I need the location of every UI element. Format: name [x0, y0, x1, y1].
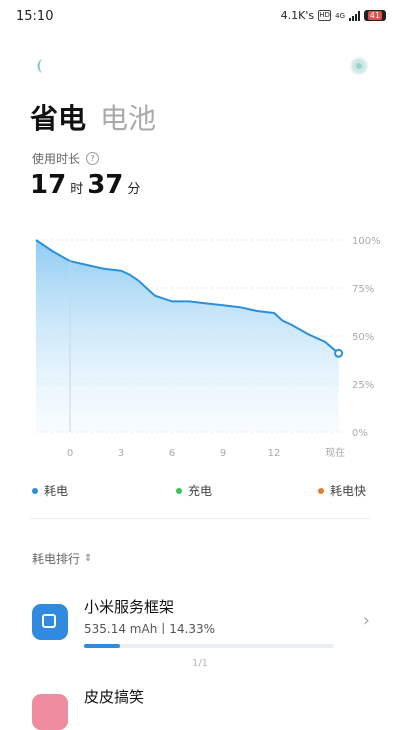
app-icon-pipi [32, 694, 68, 730]
legend-label: 耗电快 [330, 484, 367, 498]
y-tick-label: 0% [352, 428, 368, 439]
usage-minutes-unit: 分 [127, 182, 141, 197]
back-icon[interactable] [30, 57, 48, 75]
x-tick-label: 现在 [325, 447, 345, 459]
tab-power-saving[interactable]: 省电 [30, 102, 87, 135]
page-indicator: 1/1 [191, 658, 209, 669]
header-tabs: 省电 电池 [30, 97, 156, 137]
battery-icon: 41 [364, 10, 386, 21]
usage-value: 17 时 37 分 [30, 170, 140, 200]
sort-icon[interactable]: ⇕ [84, 553, 93, 564]
network-speed: 4.1K's [280, 9, 315, 22]
signal-icon [349, 10, 360, 21]
x-tick-label: 3 [118, 448, 124, 459]
legend-discharge: 耗电 [32, 482, 68, 499]
divider [30, 518, 370, 519]
settings-icon[interactable] [350, 57, 368, 75]
x-tick-label: 12 [268, 448, 281, 459]
app-stats: 535.14 mAh丨14.33% [84, 622, 216, 636]
status-icons: 4.1K's HD 4G 41 [281, 9, 386, 22]
x-tick-label: 0 [67, 448, 73, 459]
network-type: 4G [335, 11, 345, 20]
tab-battery[interactable]: 电池 [100, 102, 157, 135]
status-bar: 15:10 4.1K's HD 4G 41 [0, 0, 400, 34]
legend-charge: 充电 [176, 482, 212, 499]
chart-area [36, 240, 339, 432]
help-icon[interactable]: ? [86, 152, 100, 165]
legend-dot [32, 487, 38, 494]
legend-label: 充电 [188, 484, 213, 498]
y-tick-label: 25% [352, 380, 374, 391]
x-tick-label: 9 [220, 448, 226, 459]
chart-line [35, 239, 340, 355]
ranking-title[interactable]: 耗电排行 ⇕ [32, 550, 92, 567]
usage-hours: 17 [30, 170, 67, 200]
y-tick-label: 100% [352, 236, 381, 247]
sim-icon: HD [318, 10, 332, 21]
app-icon-mi-service [32, 604, 68, 640]
y-tick-label: 50% [352, 332, 374, 343]
usage-label-text: 使用时长 [32, 152, 81, 166]
y-tick-label: 75% [352, 284, 374, 295]
chart-endpoint [334, 348, 344, 358]
usage-bar-fill [84, 644, 120, 648]
chevron-right-icon: › [362, 610, 370, 631]
chart-legend: 耗电 充电 耗电快 [0, 482, 400, 498]
legend-dot [176, 487, 182, 494]
usage-minutes: 37 [87, 170, 124, 200]
legend-dot [318, 487, 324, 494]
legend-label: 耗电 [44, 484, 69, 498]
ranking-title-text: 耗电排行 [32, 552, 81, 566]
usage-bar [84, 644, 334, 648]
battery-level: 41 [367, 11, 383, 20]
legend-fast-drain: 耗电快 [318, 482, 366, 499]
battery-chart: 100% 75% 50% 25% 0% 0 3 6 9 12 现在 [35, 236, 381, 459]
app-name: 小米服务框架 [84, 598, 175, 616]
status-time: 15:10 [16, 9, 54, 24]
app-name: 皮皮搞笑 [84, 688, 145, 706]
usage-hours-unit: 时 [70, 182, 84, 197]
usage-label: 使用时长 ? [32, 150, 100, 167]
x-tick-label: 6 [169, 448, 175, 459]
